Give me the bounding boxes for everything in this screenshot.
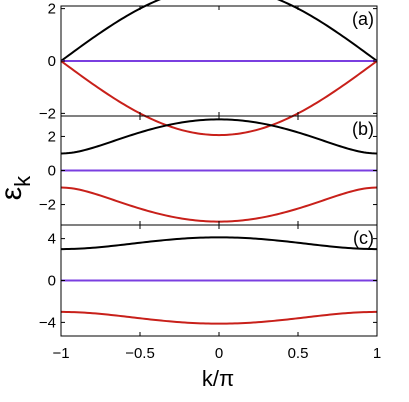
panel-1-ytick-label: −2: [39, 105, 56, 122]
y-axis-label-epsilon: ε: [0, 187, 28, 200]
panel-1-lower-band: [60, 60, 378, 137]
panel-1-ytick-label: 2: [48, 1, 56, 18]
panel-1-label: (a): [352, 9, 374, 29]
panel-3-ytick-label: 4: [48, 231, 56, 248]
panel-3: −4 0 4 (c): [39, 224, 378, 337]
panel-2-label: (b): [352, 119, 374, 139]
panel-2-ytick-label: 2: [48, 128, 56, 145]
panel-3-label: (c): [353, 228, 374, 248]
x-tick-label: 1: [373, 345, 381, 362]
x-axis-label: k/π: [202, 366, 234, 391]
panel-2: −2 0 2 (b): [39, 115, 378, 226]
x-tick-labels: −1 −0.5 0 0.5 1: [52, 345, 381, 362]
panel-2-ytick-label: 0: [48, 163, 56, 180]
x-tick-label: 0.5: [288, 345, 309, 362]
panels-group: −2 0 2 (a) −2 0 2 (b) −4 0 4 (c): [39, 0, 378, 337]
panel-2-ytick-label: −2: [39, 197, 56, 214]
x-tick-label: −0.5: [125, 345, 155, 362]
y-axis-label: εk: [0, 175, 35, 200]
panel-3-ytick-label: 0: [48, 273, 56, 290]
x-tick-label: −1: [52, 345, 69, 362]
panel-3-upper-band: [61, 236, 377, 251]
panel-1-upper-band: [60, 0, 378, 62]
panel-1-ytick-label: 0: [48, 53, 56, 70]
y-axis-label-main: εk: [0, 175, 35, 200]
panel-3-ytick-label: −4: [39, 314, 56, 331]
panel-2-lower-band: [60, 186, 378, 223]
y-axis-label-subscript: k: [10, 175, 35, 187]
panel-2-upper-band: [60, 118, 378, 155]
x-tick-label: 0: [215, 345, 223, 362]
panel-3-lower-band: [61, 310, 377, 325]
panel-1: −2 0 2 (a): [39, 0, 378, 137]
